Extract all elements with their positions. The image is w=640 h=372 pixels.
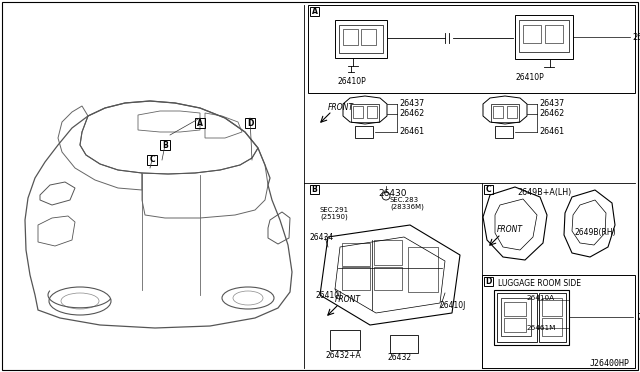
- Bar: [342, 267, 370, 290]
- Bar: [494, 290, 569, 345]
- Text: 26462: 26462: [539, 109, 564, 119]
- Text: A: A: [312, 7, 317, 16]
- Bar: [342, 243, 370, 266]
- Text: 26410P: 26410P: [337, 77, 365, 87]
- Bar: [330, 330, 360, 350]
- Text: FRONT: FRONT: [335, 295, 361, 305]
- Text: FRONT: FRONT: [328, 103, 354, 112]
- Text: A: A: [197, 119, 203, 128]
- Bar: [195, 118, 205, 128]
- Bar: [539, 293, 566, 342]
- Text: FRONT: FRONT: [497, 225, 523, 234]
- Bar: [351, 104, 379, 122]
- Text: B: B: [312, 185, 317, 194]
- Text: 26410J: 26410J: [440, 301, 467, 310]
- Text: D: D: [485, 277, 492, 286]
- Bar: [515, 15, 573, 59]
- Text: C: C: [149, 155, 155, 164]
- Bar: [484, 185, 493, 194]
- Text: 26461M: 26461M: [526, 325, 556, 331]
- Text: 2649B(RH): 2649B(RH): [574, 228, 616, 237]
- Bar: [355, 126, 373, 138]
- Bar: [310, 7, 319, 16]
- Text: (28336M): (28336M): [390, 204, 424, 210]
- Bar: [335, 20, 387, 58]
- Bar: [542, 318, 562, 336]
- Text: 26437: 26437: [399, 99, 424, 109]
- Text: SEC.283: SEC.283: [390, 197, 419, 203]
- Bar: [523, 25, 541, 43]
- Text: J26400HP: J26400HP: [590, 359, 630, 368]
- Text: SEC.291: SEC.291: [320, 207, 349, 213]
- Bar: [501, 298, 531, 336]
- Text: 26430: 26430: [379, 189, 407, 198]
- Text: 26461: 26461: [399, 128, 424, 137]
- Bar: [308, 5, 635, 93]
- Bar: [245, 118, 255, 128]
- Bar: [160, 140, 170, 150]
- Bar: [361, 29, 376, 45]
- Text: 26461: 26461: [539, 128, 564, 137]
- Text: 26415N: 26415N: [637, 312, 640, 321]
- Bar: [353, 106, 363, 118]
- Bar: [493, 106, 503, 118]
- Bar: [504, 302, 526, 316]
- Bar: [491, 104, 519, 122]
- Bar: [495, 126, 513, 138]
- Bar: [497, 293, 537, 342]
- Bar: [408, 247, 438, 292]
- Text: D: D: [247, 119, 253, 128]
- Text: C: C: [486, 185, 492, 194]
- Bar: [484, 277, 493, 286]
- Bar: [147, 155, 157, 165]
- Text: 26432: 26432: [388, 353, 412, 362]
- Bar: [504, 318, 526, 332]
- Bar: [343, 29, 358, 45]
- Bar: [507, 106, 517, 118]
- Bar: [374, 240, 402, 265]
- Text: 26434: 26434: [310, 232, 334, 241]
- Bar: [390, 335, 418, 353]
- Text: 26462: 26462: [399, 109, 424, 119]
- Bar: [545, 25, 563, 43]
- Text: B: B: [162, 141, 168, 150]
- Bar: [482, 275, 635, 368]
- Text: 26437: 26437: [539, 99, 564, 109]
- Text: 26432+A: 26432+A: [325, 350, 361, 359]
- Bar: [542, 298, 562, 316]
- Text: 26410J: 26410J: [315, 291, 341, 299]
- Text: 26415: 26415: [632, 32, 640, 42]
- Text: (25190): (25190): [320, 214, 348, 220]
- Text: 26410A: 26410A: [526, 295, 554, 301]
- Bar: [310, 185, 319, 194]
- Bar: [374, 267, 402, 290]
- Bar: [339, 25, 383, 53]
- Bar: [519, 20, 569, 52]
- Text: LUGGAGE ROOM SIDE: LUGGAGE ROOM SIDE: [498, 279, 581, 288]
- Bar: [367, 106, 377, 118]
- Text: 2649B+A(LH): 2649B+A(LH): [518, 187, 572, 196]
- Text: 26410P: 26410P: [516, 73, 545, 81]
